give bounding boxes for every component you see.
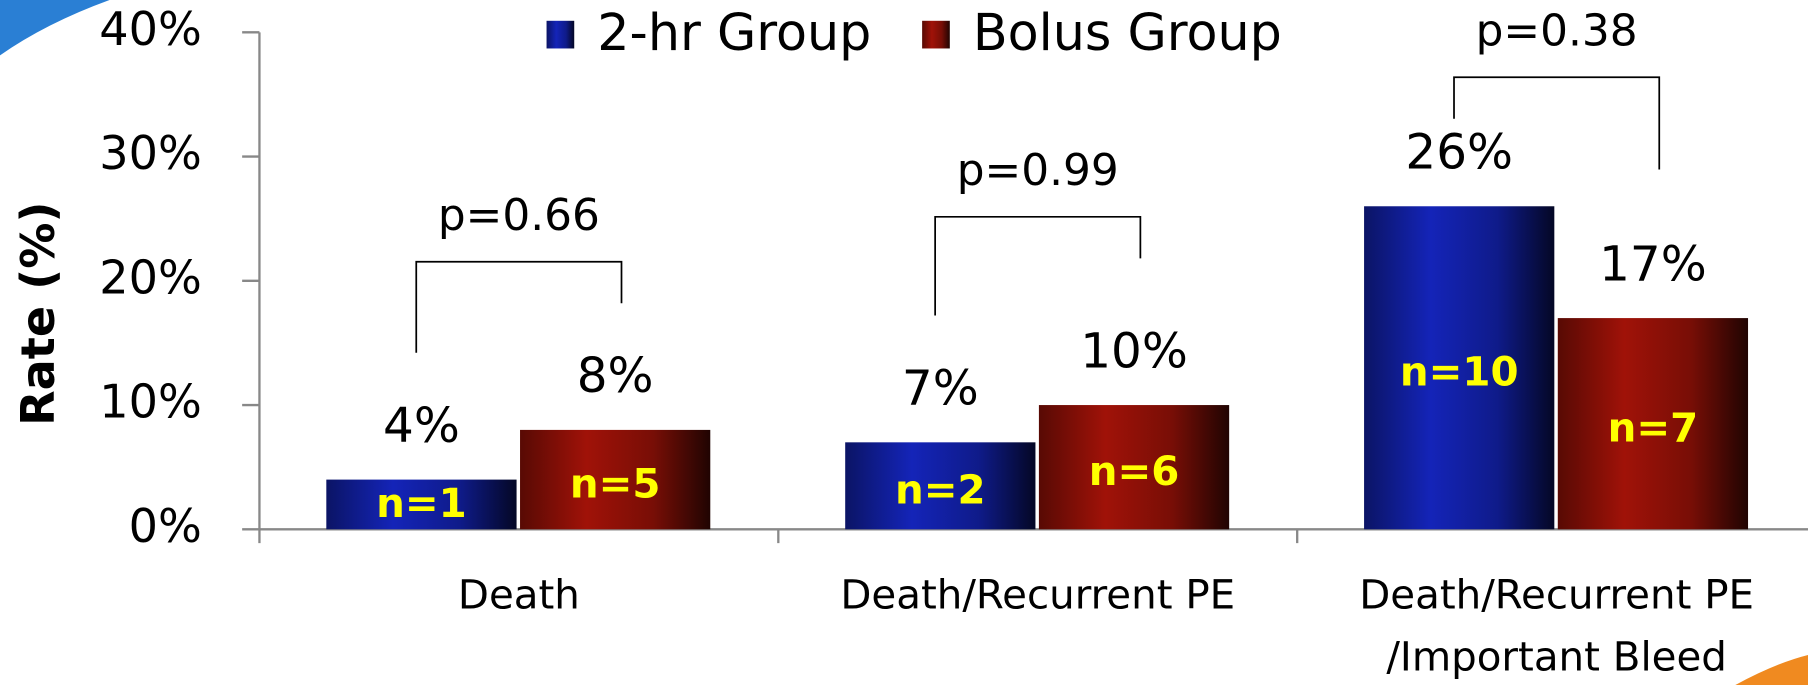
value-label: 8% (577, 348, 654, 404)
n-label: n=7 (1608, 405, 1699, 452)
value-label: 10% (1080, 323, 1188, 379)
n-label: n=2 (895, 467, 986, 514)
x-tick-label: Death/Recurrent PE (840, 571, 1235, 618)
bar (326, 479, 517, 530)
value-label: 7% (902, 361, 979, 417)
x-tick-label: Death/Recurrent PE/Important Bleed (1359, 571, 1754, 680)
y-tick-label: 20% (99, 250, 201, 304)
bracket (934, 215, 1142, 316)
bar (845, 442, 1036, 530)
p-value: p=0.38 (1476, 5, 1638, 56)
bar (1038, 405, 1230, 530)
legend-swatch (546, 20, 575, 49)
bracket (1453, 76, 1661, 170)
p-value: p=0.99 (957, 145, 1119, 196)
corner-decoration (1735, 654, 1808, 685)
legend-label: 2-hr Group (597, 3, 871, 62)
bar (1364, 206, 1555, 530)
y-tick-label: 40% (99, 2, 201, 56)
y-axis-label: Rate (%) (11, 202, 65, 426)
y-tick-label: 0% (129, 499, 202, 553)
bar (520, 429, 711, 530)
corner-decoration (0, 0, 110, 56)
x-tick-label: Death (458, 571, 580, 618)
legend-label: Bolus Group (973, 3, 1282, 62)
y-tick-label: 30% (99, 126, 201, 180)
y-tick-label: 10% (99, 375, 201, 429)
p-value: p=0.66 (438, 190, 600, 241)
bar (1557, 318, 1749, 530)
value-label: 17% (1599, 236, 1707, 292)
value-label: 26% (1405, 125, 1513, 181)
bracket (415, 260, 623, 353)
legend-swatch (922, 20, 950, 49)
n-label: n=5 (570, 461, 661, 508)
n-label: n=10 (1400, 349, 1519, 396)
n-label: n=1 (376, 480, 467, 527)
value-label: 4% (383, 398, 460, 454)
n-label: n=6 (1089, 448, 1180, 495)
